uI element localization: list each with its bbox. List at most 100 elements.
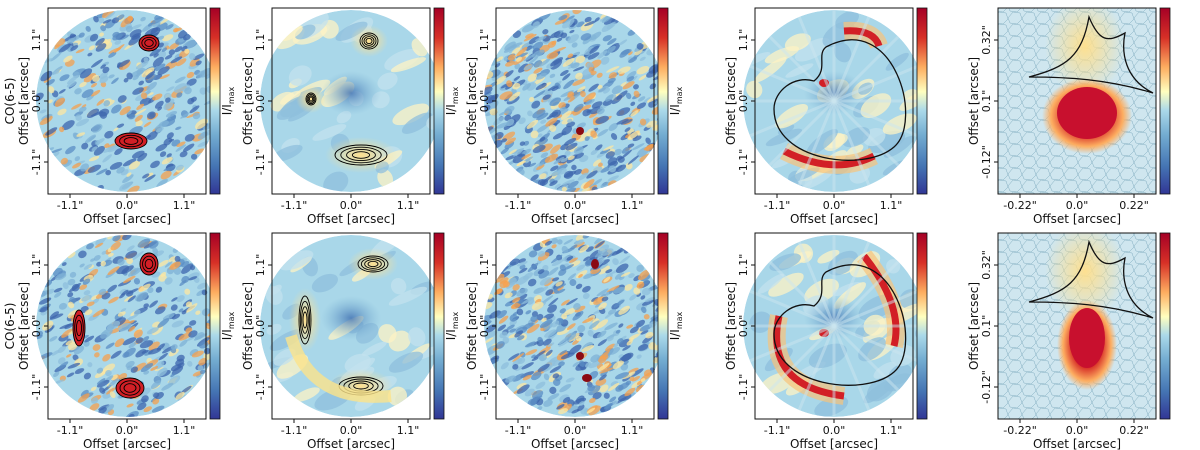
noise-speckle bbox=[175, 391, 185, 400]
noise-speckle bbox=[180, 112, 190, 119]
noise-speckle bbox=[527, 73, 538, 82]
noise-speckle bbox=[519, 141, 526, 146]
colorbar-label-sub: max bbox=[675, 311, 684, 329]
noise-speckle bbox=[506, 80, 513, 88]
noise-speckle bbox=[57, 357, 66, 365]
noise-speckle bbox=[136, 103, 145, 110]
noise-speckle bbox=[79, 81, 87, 88]
noise-speckle bbox=[49, 313, 64, 320]
noise-speckle bbox=[601, 296, 609, 302]
noise-speckle bbox=[640, 378, 646, 382]
noise-speckle bbox=[67, 251, 76, 259]
noise-speckle bbox=[549, 124, 557, 132]
noise-speckle bbox=[606, 285, 620, 293]
noise-speckle bbox=[525, 45, 535, 51]
noise-speckle bbox=[154, 123, 163, 130]
noise-speckle bbox=[89, 403, 100, 411]
noise-speckle bbox=[151, 16, 165, 25]
noise-speckle bbox=[536, 313, 544, 321]
noise-speckle bbox=[552, 132, 564, 140]
noise-speckle bbox=[581, 104, 592, 111]
y-axis-label: Offset [arcsec] bbox=[465, 57, 479, 145]
noise-speckle bbox=[556, 404, 565, 410]
noise-speckle bbox=[649, 320, 657, 328]
noise-speckle bbox=[135, 337, 144, 344]
y-tick-label: 1.1" bbox=[737, 29, 750, 52]
y-tick-label: -1.1" bbox=[737, 374, 750, 401]
noise-speckle bbox=[173, 267, 182, 275]
noise-speckle bbox=[66, 372, 75, 378]
noise-speckle bbox=[585, 362, 592, 368]
caustic-curve bbox=[1028, 14, 1154, 94]
map-image bbox=[36, 235, 218, 417]
noise-speckle bbox=[279, 250, 314, 271]
noise-speckle bbox=[643, 313, 650, 320]
x-axis-label: Offset [arcsec] bbox=[531, 212, 619, 226]
noise-speckle bbox=[527, 278, 537, 287]
noise-speckle bbox=[521, 23, 536, 33]
noise-speckle bbox=[577, 324, 586, 333]
noise-speckle bbox=[39, 115, 53, 126]
noise-speckle bbox=[607, 382, 620, 392]
noise-speckle bbox=[627, 130, 640, 140]
noise-speckle bbox=[87, 52, 93, 57]
emission-blob bbox=[576, 352, 584, 360]
noise-speckle bbox=[583, 256, 590, 262]
noise-speckle bbox=[178, 308, 184, 313]
noise-speckle bbox=[500, 147, 509, 155]
noise-speckle bbox=[510, 302, 521, 310]
noise-speckle bbox=[98, 288, 107, 296]
noise-speckle bbox=[512, 297, 521, 303]
noise-speckle bbox=[116, 123, 125, 129]
contour-line bbox=[75, 319, 83, 337]
x-axis-label: Offset [arcsec] bbox=[790, 212, 878, 226]
noise-speckle bbox=[516, 288, 528, 297]
depression bbox=[321, 71, 381, 115]
colorbar-label-sub: max bbox=[227, 311, 236, 329]
x-tick-label: 0.0" bbox=[116, 424, 139, 437]
x-tick-label: -1.1" bbox=[57, 199, 84, 212]
noise-speckle bbox=[531, 311, 538, 318]
panel-r1-c4: -1.1" 0.0" 1.1"1.1"0.0"-1.1"Offset [arcsec… bbox=[724, 7, 928, 226]
panel-r1-c2: -1.1" 0.0" 1.1"1.1"0.0"-1.1"Offset [arcsec… bbox=[241, 7, 460, 226]
y-tick-label: 0.32" bbox=[980, 25, 993, 55]
contour-line bbox=[123, 383, 137, 393]
noise-speckle bbox=[118, 322, 132, 332]
noise-speckle bbox=[543, 373, 550, 381]
noise-speckle bbox=[96, 378, 106, 385]
map-image bbox=[998, 233, 1156, 419]
noise-speckle bbox=[565, 377, 575, 383]
colorbar bbox=[657, 232, 669, 420]
noise-speckle bbox=[388, 351, 424, 373]
noise-speckle bbox=[53, 371, 60, 378]
pattern-ray bbox=[832, 324, 900, 392]
colorbar bbox=[209, 7, 221, 195]
noise-speckle bbox=[189, 320, 197, 326]
noise-speckle bbox=[58, 89, 66, 94]
noise-speckle bbox=[119, 182, 132, 191]
noise-speckle bbox=[484, 320, 492, 327]
pattern-ray bbox=[749, 99, 835, 138]
contour-line bbox=[346, 148, 376, 162]
noise-speckle bbox=[535, 35, 547, 42]
x-axis-label: Offset [arcsec] bbox=[83, 212, 171, 226]
noise-speckle bbox=[562, 73, 571, 81]
noise-speckle bbox=[74, 111, 84, 117]
noise-speckle bbox=[585, 246, 594, 252]
noise-speckle bbox=[170, 304, 178, 311]
noise-speckle bbox=[640, 306, 647, 314]
noise-speckle bbox=[884, 373, 913, 392]
noise-speckle bbox=[559, 264, 566, 272]
noise-speckle bbox=[557, 167, 567, 175]
arc-emission bbox=[285, 334, 392, 403]
noise-speckle bbox=[122, 158, 137, 167]
contour-line bbox=[299, 300, 311, 340]
noise-speckle bbox=[100, 64, 107, 69]
contour-line bbox=[74, 314, 84, 342]
contour-line bbox=[359, 32, 379, 50]
noise-speckle bbox=[155, 286, 163, 293]
noise-speckle bbox=[36, 92, 44, 102]
noise-speckle bbox=[174, 255, 181, 263]
noise-speckle bbox=[158, 352, 168, 361]
x-tick-label: 0.22" bbox=[1119, 424, 1149, 437]
